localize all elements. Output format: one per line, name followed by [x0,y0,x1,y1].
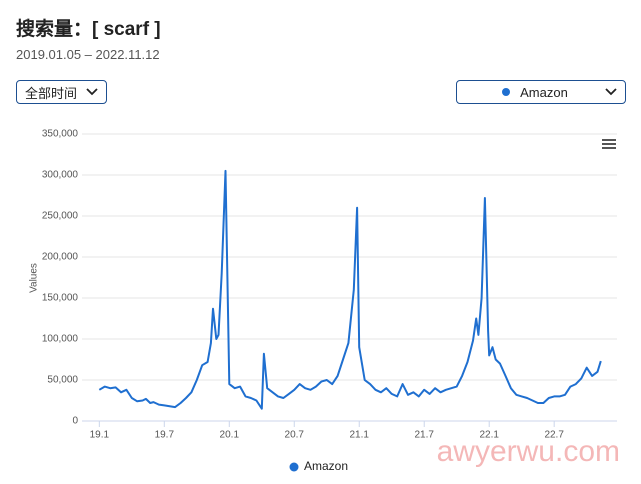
x-tick-label: 20.1 [220,430,240,441]
x-tick-label: 22.7 [544,430,564,441]
y-tick-label: 0 [72,416,78,427]
time-dropdown[interactable]: 全部时间 [16,80,107,104]
x-tick-label: 22.1 [479,430,499,441]
date-range: 2019.01.05 – 2022.11.12 [16,47,160,62]
time-dropdown-label: 全部时间 [25,85,78,101]
dot [502,88,511,96]
y-tick-label: 100,000 [42,334,79,345]
menu-icon[interactable] [602,139,616,149]
chevron [605,88,617,96]
line-series [98,169,602,410]
chevron [86,88,98,96]
x-tick-label: 19.1 [90,430,110,441]
watermark: awyerwu.com [437,435,620,468]
x-tick-label: 19.7 [155,430,175,441]
y-tick-label: 150,000 [42,293,79,304]
x-tick-label: 21.1 [350,430,370,441]
y-tick-label: 50,000 [47,375,78,386]
x-tick-label: 20.7 [285,430,305,441]
page-title: 搜索量：[ scarf ] [16,19,161,40]
y-tick-label: 350,000 [42,129,79,140]
legend-label: Amazon [304,459,348,473]
legend-marker [289,462,299,472]
y-tick-label: 300,000 [42,170,79,181]
x-tick-label: 21.7 [414,430,434,441]
y-axis-label: Values [29,263,40,293]
y-tick-label: 200,000 [42,252,79,263]
platform-dropdown[interactable]: Amazon [456,80,626,104]
y-tick-label: 250,000 [42,211,79,222]
platform-dropdown-label: Amazon [520,84,568,100]
